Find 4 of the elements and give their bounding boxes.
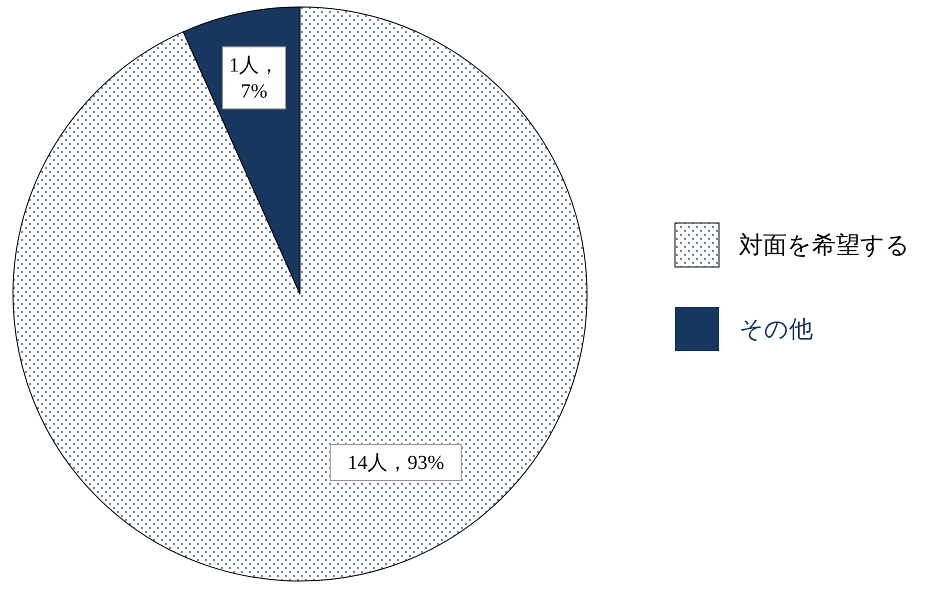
data-label: 14人，93% — [347, 452, 444, 474]
legend-label: その他 — [739, 317, 813, 343]
legend-label: 対面を希望する — [739, 232, 910, 259]
data-label: 1人，7% — [229, 54, 280, 102]
